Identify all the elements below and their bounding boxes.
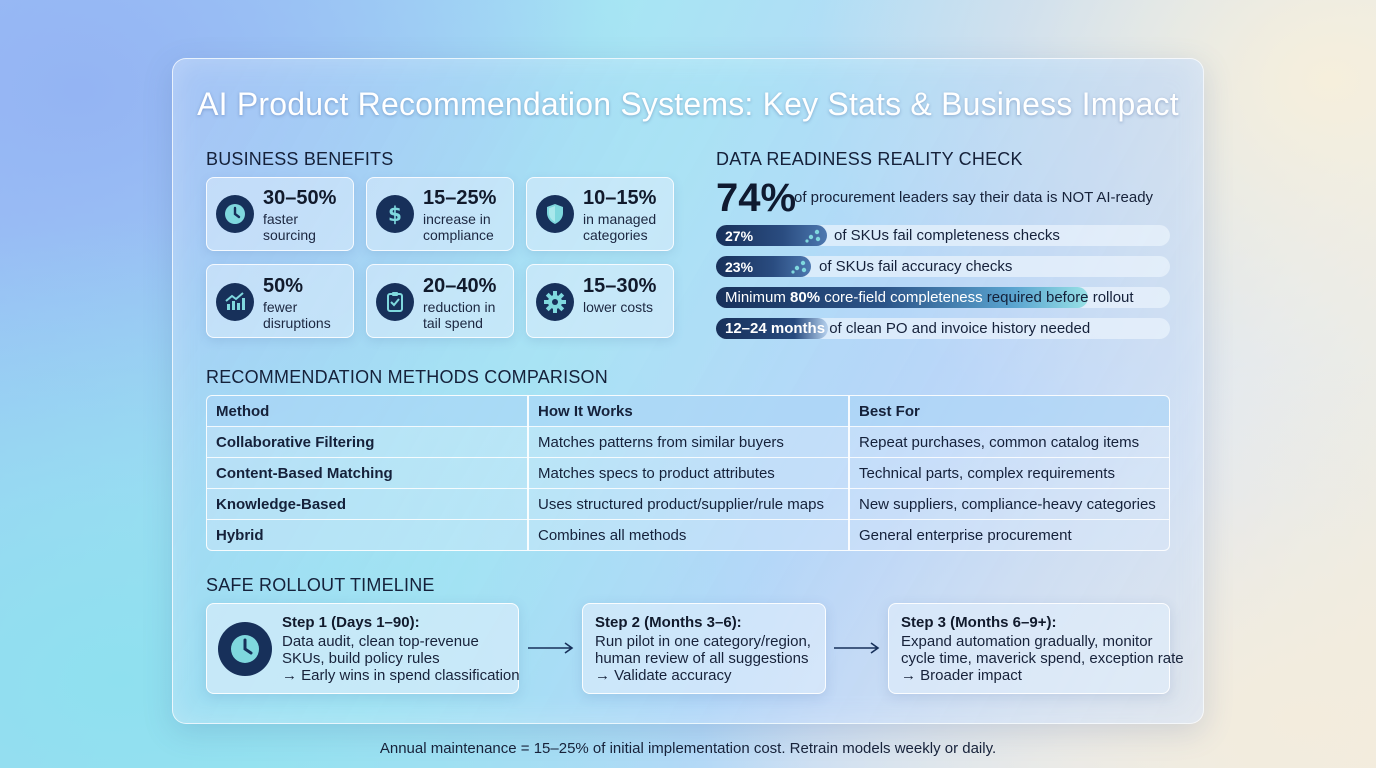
method-how: Matches specs to product attributes xyxy=(538,465,775,482)
step-line: human review of all suggestions xyxy=(595,650,809,667)
table-row: Knowledge-Based Uses structured product/… xyxy=(207,489,1169,520)
readiness-headline-value: 74% xyxy=(716,176,797,220)
step-line: Run pilot in one category/region, xyxy=(595,633,811,650)
readiness-headline-text: of procurement leaders say their data is… xyxy=(794,189,1154,206)
step-title: Step 2 (Months 3–6): xyxy=(595,614,742,631)
shield-icon xyxy=(536,195,574,233)
method-name: Hybrid xyxy=(216,527,264,544)
method-best-for: General enterprise procurement xyxy=(859,527,1072,544)
chart-up-icon xyxy=(216,283,254,321)
dollar-icon: $ xyxy=(376,195,414,233)
benefit-desc: increase in compliance xyxy=(423,211,494,243)
methods-table: Method How It Works Best For Collaborati… xyxy=(206,395,1170,551)
accuracy-bar: 23% of SKUs fail accuracy checks xyxy=(716,256,1170,277)
benefit-desc: faster sourcing xyxy=(263,211,316,243)
benefit-card-sourcing: 30–50% faster sourcing xyxy=(206,177,354,251)
benefit-desc: reduction in tail spend xyxy=(423,299,496,331)
methods-heading: RECOMMENDATION METHODS COMPARISON xyxy=(206,367,608,387)
svg-text:$: $ xyxy=(388,202,402,226)
benefit-value: 20–40% xyxy=(423,275,497,297)
method-how: Combines all methods xyxy=(538,527,687,544)
benefits-heading: BUSINESS BENEFITS xyxy=(206,149,394,169)
gear-icon xyxy=(536,283,574,321)
column-header: Best For xyxy=(859,403,920,420)
method-how: Matches patterns from similar buyers xyxy=(538,434,784,451)
history-text: 12–24 months of clean PO and invoice his… xyxy=(725,320,1091,337)
step-line: SKUs, build policy rules xyxy=(282,650,440,667)
step-line: cycle time, maverick spend, exception ra… xyxy=(901,650,1184,667)
benefit-card-tail-spend: 20–40% reduction in tail spend xyxy=(366,264,514,338)
column-header: Method xyxy=(216,403,270,420)
benefit-card-costs: 15–30% lower costs xyxy=(526,264,674,338)
method-best-for: Technical parts, complex requirements xyxy=(859,465,1115,482)
table-header-row: Method How It Works Best For xyxy=(207,396,1169,427)
arrow-right-icon xyxy=(526,640,576,661)
benefit-desc: in managed categories xyxy=(583,211,657,243)
footer-note: Annual maintenance = 15–25% of initial i… xyxy=(379,740,997,757)
history-bar-fill xyxy=(716,318,828,339)
accuracy-pct: 23% xyxy=(725,259,754,275)
benefit-value: 10–15% xyxy=(583,187,657,209)
step-outcome: → Broader impact xyxy=(901,667,1022,684)
clock-icon xyxy=(218,622,272,676)
dots-icon xyxy=(790,259,810,280)
benefit-value: 15–25% xyxy=(423,187,497,209)
page-title: AI Product Recommendation Systems: Key S… xyxy=(197,86,1179,122)
column-header: How It Works xyxy=(538,403,633,420)
min-completeness-bar-fill xyxy=(716,287,1088,308)
readiness-heading: DATA READINESS REALITY CHECK xyxy=(716,149,1023,169)
benefit-desc: fewer disruptions xyxy=(263,299,331,331)
dots-icon xyxy=(804,228,824,249)
completeness-text: of SKUs fail completeness checks xyxy=(834,227,1060,244)
benefit-value: 30–50% xyxy=(263,187,337,209)
method-best-for: New suppliers, compliance-heavy categori… xyxy=(859,496,1156,513)
completeness-bar: 27% of SKUs fail completeness checks xyxy=(716,225,1170,246)
clipboard-check-icon xyxy=(376,283,414,321)
arrow-right-icon xyxy=(832,640,882,661)
column-divider xyxy=(527,396,529,550)
step-outcome: → Validate accuracy xyxy=(595,667,732,684)
accuracy-bar-fill xyxy=(716,256,811,277)
step-outcome: → Early wins in spend classification xyxy=(282,667,520,684)
accuracy-text: of SKUs fail accuracy checks xyxy=(819,258,1013,275)
step-title: Step 3 (Months 6–9+): xyxy=(901,614,1057,631)
method-name: Knowledge-Based xyxy=(216,496,347,513)
method-name: Content-Based Matching xyxy=(216,465,393,482)
min-completeness-bar: Minimum 80% core-field completeness requ… xyxy=(716,287,1170,308)
timeline-step-2: Step 2 (Months 3–6): Run pilot in one ca… xyxy=(582,603,826,694)
method-name: Collaborative Filtering xyxy=(216,434,375,451)
timeline-step-3: Step 3 (Months 6–9+): Expand automation … xyxy=(888,603,1184,694)
method-how: Uses structured product/supplier/rule ma… xyxy=(538,496,824,513)
table-row: Collaborative Filtering Matches patterns… xyxy=(207,427,1169,458)
history-bar: 12–24 months of clean PO and invoice his… xyxy=(716,318,1170,339)
benefit-card-compliance: $ 15–25% increase in compliance xyxy=(366,177,514,251)
table-row: Hybrid Combines all methods General ente… xyxy=(207,520,1169,550)
completeness-pct: 27% xyxy=(725,228,754,244)
step-line: Expand automation gradually, monitor xyxy=(901,633,1153,650)
benefit-value: 50% xyxy=(263,275,304,297)
min-completeness-text: Minimum 80% core-field completeness requ… xyxy=(725,289,1134,306)
benefit-card-disruptions: 50% fewer disruptions xyxy=(206,264,354,338)
benefit-value: 15–30% xyxy=(583,275,657,297)
step-title: Step 1 (Days 1–90): xyxy=(282,614,420,631)
timeline-heading: SAFE ROLLOUT TIMELINE xyxy=(206,575,435,595)
benefit-card-categories: 10–15% in managed categories xyxy=(526,177,674,251)
column-divider xyxy=(848,396,850,550)
timeline-step-1: Step 1 (Days 1–90): Data audit, clean to… xyxy=(206,603,520,694)
step-line: Data audit, clean top-revenue xyxy=(282,633,479,650)
table-row: Content-Based Matching Matches specs to … xyxy=(207,458,1169,489)
completeness-bar-fill xyxy=(716,225,827,246)
method-best-for: Repeat purchases, common catalog items xyxy=(859,434,1140,451)
clock-icon xyxy=(216,195,254,233)
benefit-desc: lower costs xyxy=(583,299,654,315)
